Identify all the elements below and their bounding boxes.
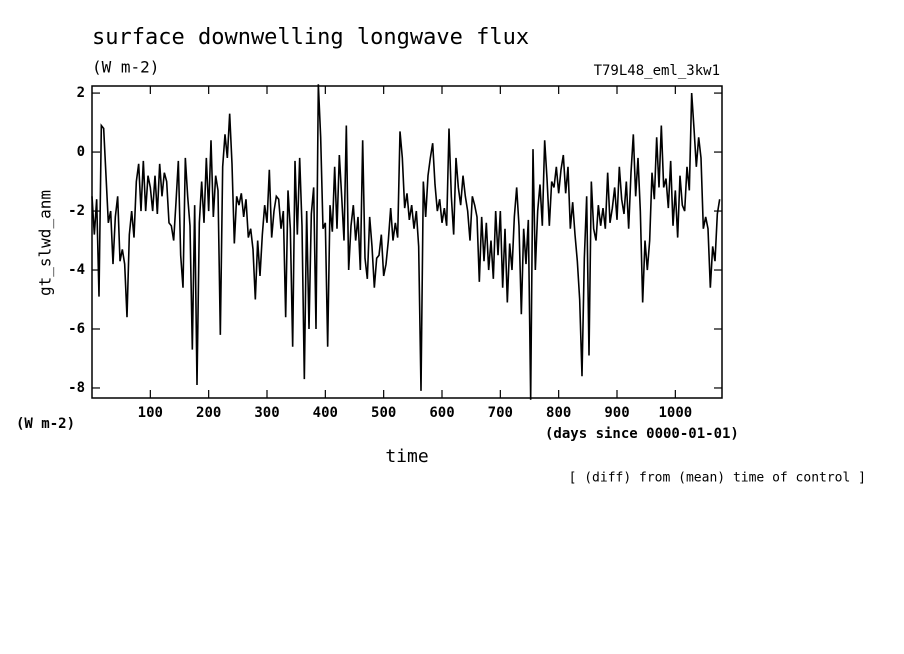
chart-title: surface downwelling longwave flux bbox=[92, 25, 529, 50]
x-tick-label: 600 bbox=[429, 405, 454, 421]
y-tick-label: -6 bbox=[68, 321, 85, 337]
x-tick-label: 200 bbox=[196, 405, 221, 421]
x-tick-label: 400 bbox=[313, 405, 338, 421]
run-label: T79L48_eml_3kw1 bbox=[594, 63, 720, 79]
y-tick-label: -2 bbox=[68, 203, 85, 219]
x-tick-label: 800 bbox=[546, 405, 571, 421]
y-tick-label: 2 bbox=[77, 85, 85, 101]
x-tick-label: 300 bbox=[254, 405, 279, 421]
x-tick-label: 100 bbox=[138, 405, 163, 421]
data-line bbox=[91, 84, 721, 400]
x-tick-label: 1000 bbox=[658, 405, 692, 421]
plot-frame bbox=[91, 85, 723, 399]
x-tick-label: 500 bbox=[371, 405, 396, 421]
note: [ (diff) from (mean) time of control ] bbox=[569, 471, 866, 486]
y-units: (W m-2) bbox=[16, 416, 75, 432]
y-tick-label: -8 bbox=[68, 380, 85, 396]
subtitle: (W m-2) bbox=[92, 58, 159, 77]
x-tick-label: 700 bbox=[488, 405, 513, 421]
x-axis-label: time bbox=[385, 446, 428, 467]
y-axis-label: gt_slwd_anm bbox=[36, 190, 55, 296]
y-tick-label: 0 bbox=[77, 144, 85, 160]
y-tick-label: -4 bbox=[68, 262, 85, 278]
x-units: (days since 0000-01-01) bbox=[545, 426, 739, 442]
x-tick-label: 900 bbox=[604, 405, 629, 421]
